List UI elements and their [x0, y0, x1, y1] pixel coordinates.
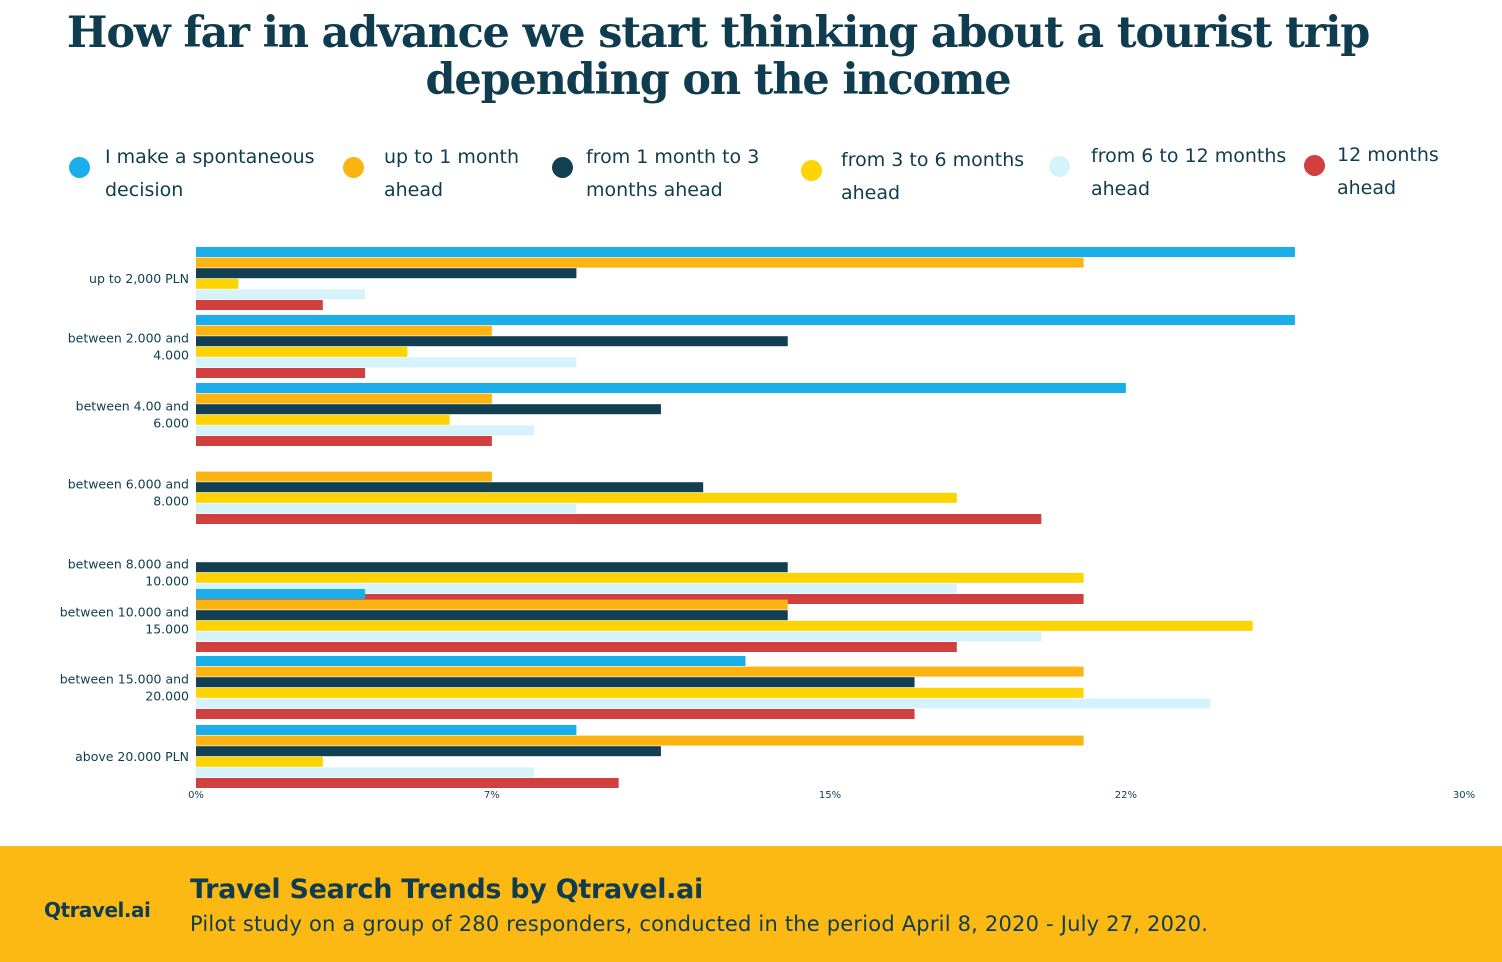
chart-title-line-1: How far in advance we start thinking abo… [66, 8, 1370, 58]
legend-label-3: from 1 month to 3 months ahead [586, 146, 760, 201]
bar [196, 414, 450, 425]
bar [196, 631, 1042, 642]
bar [196, 583, 957, 594]
bar [196, 642, 957, 652]
bar [196, 357, 577, 368]
category-group [196, 315, 1295, 378]
bar [196, 482, 704, 493]
category-group [196, 725, 1084, 788]
footer-heading: Travel Search Trends by Qtravel.ai [190, 874, 703, 905]
bar [196, 300, 323, 310]
bar [196, 393, 492, 404]
category-group [196, 471, 1042, 524]
category-group [196, 562, 1084, 604]
footer-description: Pilot study on a group of 280 responders… [190, 912, 1209, 936]
bar [196, 471, 492, 482]
bar [196, 247, 1295, 257]
x-tick-label: 30% [1453, 790, 1475, 801]
category-label: between 8.000 and 10.000 [68, 556, 189, 588]
category-label: between 4.00 and 6.000 [76, 398, 189, 430]
bar [196, 698, 1211, 709]
bar [196, 666, 1084, 677]
bar [196, 725, 577, 735]
bar [196, 289, 366, 300]
category-label: between 2.000 and 4.000 [68, 330, 189, 362]
legend-label-4: from 3 to 6 months ahead [841, 149, 1025, 204]
x-tick-label: 22% [1115, 790, 1137, 801]
bar [196, 610, 788, 621]
x-tick-label: 7% [484, 790, 500, 801]
legend-label-6: 12 months ahead [1337, 144, 1439, 199]
bar [196, 589, 366, 599]
category-label: between 10.000 and 15.000 [60, 604, 189, 636]
category-label: above 20.000 PLN [75, 749, 189, 764]
bar [196, 572, 1084, 583]
bar [196, 336, 788, 347]
bar [196, 425, 535, 436]
bar [196, 677, 915, 688]
bar [196, 268, 577, 279]
bar [196, 315, 1295, 325]
bar [196, 687, 1084, 698]
bar [196, 562, 788, 573]
bar [196, 709, 915, 719]
legend-marker-4 [801, 160, 822, 181]
category-label: between 6.000 and 8.000 [68, 476, 189, 508]
legend-label-1: I make a spontaneous decision [105, 146, 315, 201]
bar [196, 746, 661, 757]
bar [196, 368, 366, 378]
legend-label-2: up to 1 month ahead [384, 146, 520, 201]
x-tick-label: 15% [819, 790, 841, 801]
bar [196, 599, 788, 610]
x-tick-label: 0% [188, 790, 204, 801]
bar [196, 492, 957, 503]
chart-title: How far in advance we start thinking abo… [0, 10, 1436, 104]
category-group [196, 383, 1126, 446]
bar [196, 778, 619, 788]
chart-title-line-2: depending on the income [425, 55, 1012, 105]
brand-logo: Qtravel.ai [44, 898, 151, 922]
bar [196, 383, 1126, 393]
bar [196, 767, 535, 778]
category-group [196, 589, 1253, 652]
bar [196, 436, 492, 446]
legend-marker-3 [552, 157, 573, 178]
legend-marker-6 [1304, 155, 1325, 176]
category-group [196, 656, 1211, 719]
bar [196, 656, 746, 666]
bar [196, 594, 1084, 604]
bar [196, 756, 323, 767]
legend-marker-2 [343, 157, 364, 178]
bar [196, 735, 1084, 746]
bar [196, 278, 239, 289]
bar [196, 514, 1042, 524]
bar [196, 620, 1253, 631]
category-label: up to 2,000 PLN [89, 271, 189, 286]
bar [196, 325, 492, 336]
bar [196, 404, 661, 415]
category-group [196, 247, 1295, 310]
legend-marker-1 [69, 157, 90, 178]
bar-chart: up to 2,000 PLN between 2.000 and 4.000 bet… [60, 247, 1475, 801]
bar [196, 503, 577, 514]
footer: Qtravel.ai Travel Search Trends by Qtrav… [0, 846, 1502, 962]
bar [196, 346, 408, 357]
bar [196, 257, 1084, 268]
category-label: between 15.000 and 20.000 [60, 671, 189, 703]
legend-marker-5 [1049, 156, 1070, 177]
legend-label-5: from 6 to 12 months ahead [1091, 145, 1287, 200]
